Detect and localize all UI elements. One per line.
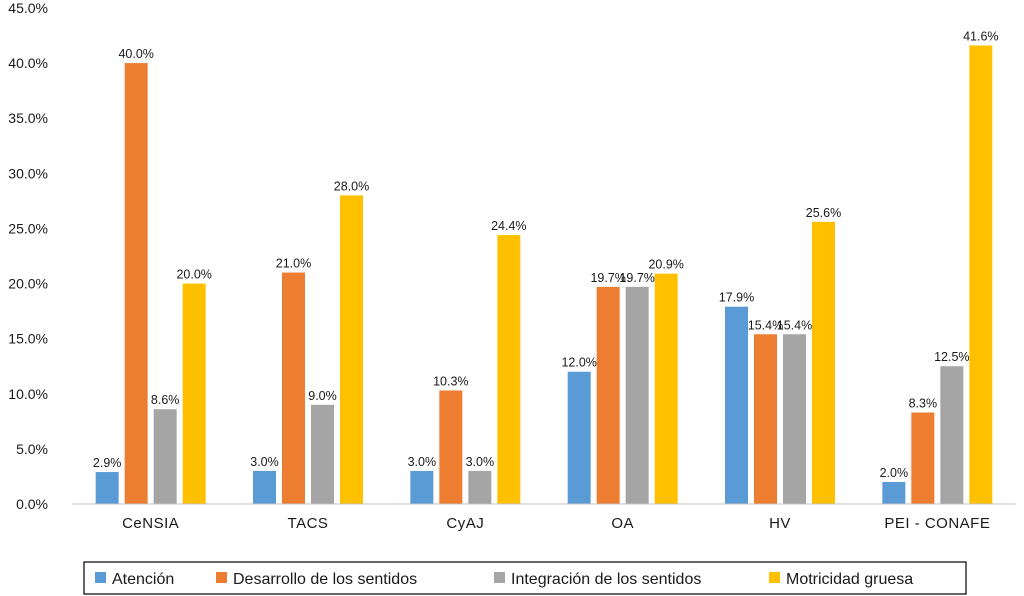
bar-atencion-censia (95, 472, 119, 504)
x-axis-categories: CeNSIA TACS CyAJ OA HV PEI - CONAFE (122, 515, 990, 532)
bar-atencion-tacs (253, 470, 276, 504)
bar-atencion-oa (567, 371, 591, 504)
y-tick-label: 5.0% (16, 441, 48, 457)
data-labels: 2.9% 40.0% 8.6% 20.0% 3.0% 21.0% 9.0% 28.0% 3.0%… (93, 29, 999, 479)
bar-motricidad-gruesa-oa (654, 273, 678, 504)
y-tick-label: 20.0% (8, 276, 48, 292)
x-category-tacs: TACS (288, 515, 329, 532)
y-tick-label: 0.0% (16, 496, 48, 512)
bar-integracion-de-los-sentidos-cyaj (468, 470, 492, 504)
bar-atencion-pei-conafe (882, 481, 906, 504)
y-tick-label: 10.0% (8, 386, 48, 402)
legend-swatch-integracion-de-los-sentidos (494, 572, 505, 583)
y-tick-label: 15.0% (8, 331, 48, 347)
legend-swatch-atencion (95, 572, 106, 583)
bar-integracion-de-los-sentidos-censia (153, 409, 177, 504)
bar-atencion-hv (725, 306, 748, 504)
data-label-desarrollo-de-los-sentidos-hv: 15.4% (748, 318, 783, 332)
y-tick-label: 25.0% (8, 220, 48, 236)
legend-label-integracion-de-los-sentidos: Integración de los sentidos (511, 571, 701, 588)
data-label-atencion-hv: 17.9% (719, 291, 754, 305)
data-label-atencion-tacs: 3.0% (250, 455, 279, 469)
legend-label-motricidad-gruesa: Motricidad gruesa (786, 571, 913, 588)
bar-desarrollo-de-los-sentidos-censia (124, 63, 148, 504)
bar-integracion-de-los-sentidos-oa (625, 286, 649, 504)
x-category-pei-conafe: PEI - CONAFE (884, 515, 990, 532)
legend: Atención Desarrollo de los sentidos Integr… (83, 561, 967, 595)
data-label-integracion-de-los-sentidos-oa: 19.7% (619, 271, 654, 285)
legend-label-atencion: Atención (112, 571, 174, 588)
data-label-motricidad-gruesa-oa: 20.9% (648, 258, 683, 272)
data-label-desarrollo-de-los-sentidos-tacs: 21.0% (276, 257, 311, 271)
bar-motricidad-gruesa-cyaj (497, 235, 521, 504)
bar-motricidad-gruesa-tacs (340, 195, 363, 504)
y-tick-label: 35.0% (8, 110, 48, 126)
data-label-motricidad-gruesa-cyaj: 24.4% (491, 219, 526, 233)
bar-motricidad-gruesa-censia (182, 283, 206, 504)
bar-integracion-de-los-sentidos-pei-conafe (940, 366, 964, 504)
legend-swatch-motricidad-gruesa (769, 572, 780, 583)
legend-swatch-desarrollo-de-los-sentidos (216, 572, 227, 583)
data-label-motricidad-gruesa-tacs: 28.0% (334, 179, 369, 193)
legend-label-desarrollo-de-los-sentidos: Desarrollo de los sentidos (233, 571, 417, 588)
x-category-hv: HV (769, 515, 791, 532)
y-tick-label: 45.0% (8, 0, 48, 16)
data-label-integracion-de-los-sentidos-tacs: 9.0% (308, 389, 337, 403)
data-label-desarrollo-de-los-sentidos-pei-conafe: 8.3% (909, 397, 938, 411)
y-tick-label: 30.0% (8, 165, 48, 181)
data-label-integracion-de-los-sentidos-pei-conafe: 12.5% (934, 350, 969, 364)
bar-desarrollo-de-los-sentidos-hv (754, 334, 777, 504)
bar-motricidad-gruesa-pei-conafe (969, 45, 993, 504)
bar-desarrollo-de-los-sentidos-oa (596, 286, 620, 504)
y-axis-ticks: 0.0% 5.0% 10.0% 15.0% 20.0% 25.0% 30.0% 35.0% 40… (8, 0, 48, 512)
y-tick-label: 40.0% (8, 55, 48, 71)
bar-atencion-cyaj (410, 470, 434, 504)
bar-integracion-de-los-sentidos-tacs (311, 404, 334, 504)
bar-integracion-de-los-sentidos-hv (783, 334, 806, 504)
data-label-motricidad-gruesa-censia: 20.0% (176, 268, 211, 282)
x-category-oa: OA (611, 515, 634, 532)
data-label-atencion-oa: 12.0% (561, 356, 596, 370)
bars (95, 45, 993, 504)
data-label-integracion-de-los-sentidos-hv: 15.4% (777, 318, 812, 332)
data-label-desarrollo-de-los-sentidos-cyaj: 10.3% (433, 374, 468, 388)
bar-desarrollo-de-los-sentidos-cyaj (439, 390, 463, 504)
data-label-atencion-pei-conafe: 2.0% (880, 466, 909, 480)
x-category-cyaj: CyAJ (446, 515, 484, 532)
data-label-motricidad-gruesa-pei-conafe: 41.6% (963, 29, 998, 43)
data-label-desarrollo-de-los-sentidos-oa: 19.7% (590, 271, 625, 285)
legend-box (83, 561, 967, 595)
data-label-desarrollo-de-los-sentidos-censia: 40.0% (118, 47, 153, 61)
data-label-integracion-de-los-sentidos-censia: 8.6% (151, 393, 180, 407)
bar-desarrollo-de-los-sentidos-tacs (282, 272, 305, 504)
x-category-censia: CeNSIA (122, 515, 179, 532)
data-label-integracion-de-los-sentidos-cyaj: 3.0% (466, 455, 495, 469)
bar-desarrollo-de-los-sentidos-pei-conafe (911, 412, 935, 504)
data-label-atencion-censia: 2.9% (93, 456, 122, 470)
bar-motricidad-gruesa-hv (812, 221, 835, 504)
data-label-motricidad-gruesa-hv: 25.6% (806, 206, 841, 220)
data-label-atencion-cyaj: 3.0% (408, 455, 437, 469)
